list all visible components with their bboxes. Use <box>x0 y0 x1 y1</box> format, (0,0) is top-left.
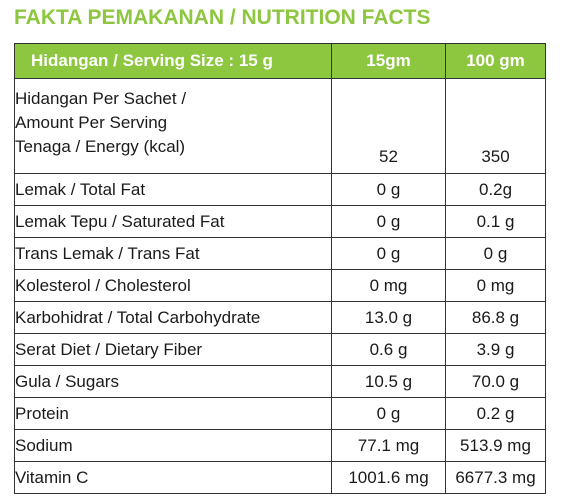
nutrient-per-serving: 1001.6 mg <box>331 461 446 494</box>
table-row: Trans Lemak / Trans Fat 0 g 0 g <box>14 237 546 270</box>
page-title: FAKTA PEMAKANAN / NUTRITION FACTS <box>14 6 431 29</box>
energy-label-line-2: Amount Per Serving <box>15 113 168 132</box>
energy-label: Hidangan Per Sachet / Amount Per Serving… <box>14 78 332 174</box>
table-row: Lemak / Total Fat 0 g 0.2g <box>14 173 546 206</box>
nutrient-per-100g: 0.1 g <box>445 205 546 238</box>
nutrient-label: Karbohidrat / Total Carbohydrate <box>14 301 332 334</box>
nutrient-label: Lemak Tepu / Saturated Fat <box>14 205 332 238</box>
nutrient-per-serving: 0 g <box>331 397 446 430</box>
nutrient-per-serving: 77.1 mg <box>331 429 446 462</box>
table-row: Sodium 77.1 mg 513.9 mg <box>14 429 546 462</box>
energy-per-serving: 52 <box>331 78 446 174</box>
table-row: Gula / Sugars 10.5 g 70.0 g <box>14 365 546 398</box>
nutrient-per-serving: 13.0 g <box>331 301 446 334</box>
nutrient-per-100g: 70.0 g <box>445 365 546 398</box>
nutrient-per-100g: 0 mg <box>445 269 546 302</box>
nutrient-per-serving: 0 g <box>331 173 446 206</box>
nutrient-per-100g: 513.9 mg <box>445 429 546 462</box>
nutrient-label: Protein <box>14 397 332 430</box>
energy-label-line-1: Hidangan Per Sachet / <box>15 89 187 108</box>
energy-row: Hidangan Per Sachet / Amount Per Serving… <box>14 78 546 174</box>
table-row: Lemak Tepu / Saturated Fat 0 g 0.1 g <box>14 205 546 238</box>
nutrient-per-100g: 0.2g <box>445 173 546 206</box>
per-serving-header: 15gm <box>331 43 446 79</box>
nutrient-per-serving: 0 mg <box>331 269 446 302</box>
nutrient-label: Gula / Sugars <box>14 365 332 398</box>
table-header-row: Hidangan / Serving Size : 15 g 15gm 100 … <box>14 43 546 79</box>
table-row: Vitamin C 1001.6 mg 6677.3 mg <box>14 461 546 494</box>
table-row: Protein 0 g 0.2 g <box>14 397 546 430</box>
table-row: Serat Diet / Dietary Fiber 0.6 g 3.9 g <box>14 333 546 366</box>
nutrition-facts-table: Hidangan / Serving Size : 15 g 15gm 100 … <box>14 43 546 494</box>
nutrient-label: Sodium <box>14 429 332 462</box>
nutrient-per-100g: 6677.3 mg <box>445 461 546 494</box>
nutrient-per-serving: 0 g <box>331 237 446 270</box>
nutrient-label: Trans Lemak / Trans Fat <box>14 237 332 270</box>
nutrient-per-100g: 86.8 g <box>445 301 546 334</box>
nutrient-label: Lemak / Total Fat <box>14 173 332 206</box>
per-100g-header: 100 gm <box>445 43 546 79</box>
energy-label-line-3: Tenaga / Energy (kcal) <box>15 137 186 156</box>
nutrient-label: Kolesterol / Cholesterol <box>14 269 332 302</box>
nutrient-label: Vitamin C <box>14 461 332 494</box>
nutrient-per-serving: 0 g <box>331 205 446 238</box>
table-row: Karbohidrat / Total Carbohydrate 13.0 g … <box>14 301 546 334</box>
table-row: Kolesterol / Cholesterol 0 mg 0 mg <box>14 269 546 302</box>
serving-size-header: Hidangan / Serving Size : 15 g <box>14 43 332 79</box>
nutrient-per-100g: 0.2 g <box>445 397 546 430</box>
nutrient-label: Serat Diet / Dietary Fiber <box>14 333 332 366</box>
nutrient-per-serving: 0.6 g <box>331 333 446 366</box>
nutrient-per-serving: 10.5 g <box>331 365 446 398</box>
nutrient-per-100g: 0 g <box>445 237 546 270</box>
energy-per-100g: 350 <box>445 78 546 174</box>
nutrient-per-100g: 3.9 g <box>445 333 546 366</box>
